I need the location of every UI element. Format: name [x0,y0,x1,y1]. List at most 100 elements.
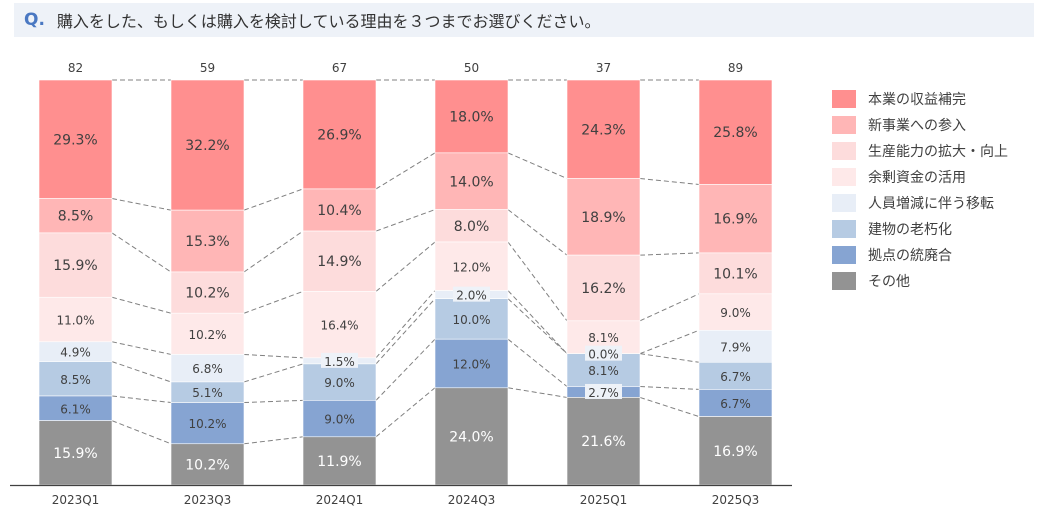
bar-segment [170,354,245,383]
bar-segment [170,209,245,273]
bar-segment [566,79,641,179]
bar-segment [434,79,509,154]
legend-item: 余剰資金の活用 [832,164,1008,190]
bar-segment [302,400,377,438]
legend-swatch [832,116,856,134]
legend-item: その他 [832,268,1008,294]
label-bg [321,352,358,368]
bar-segment [698,389,773,417]
connector-line [243,353,304,359]
data-label: 10.2% [188,328,226,342]
legend-label: その他 [868,274,910,290]
connector-line [243,363,304,383]
data-label: 8.5% [58,209,94,225]
connector-line [507,387,568,398]
connector-line [111,341,172,355]
bar-2023Q1: 29.3% 8.5% 15.9% 11.0% 4.9% 8.5% 6.1% 15.9% [38,79,113,486]
bar-2023Q3: 32.2% 15.3% 10.2% 10.2% 6.8% 5.1% 10.2% 10.2% [170,79,245,486]
connector-line [111,361,172,383]
label-bg [585,345,622,361]
data-label: 10.2% [185,457,229,473]
bar-segment [170,312,245,355]
connector-lines [111,79,700,445]
bar-segment [434,241,509,291]
connector-line [507,338,568,387]
data-label: 15.3% [185,234,229,250]
connector-line [375,387,436,438]
bar-segment [38,79,113,199]
bar-segment [38,296,113,343]
connector-line [111,296,172,314]
legend-item: 本業の収益補完 [832,86,1008,112]
connector-line [375,209,436,232]
bar-segment [698,293,773,331]
data-label: 9.0% [720,306,751,320]
bar-segment [302,79,377,190]
bar-segment [698,329,773,363]
question-header: Q. 購入をした、もしくは購入を検討している理由を３つまでお選びください。 [14,3,1034,37]
data-label: 10.4% [317,203,361,219]
data-label: 15.9% [53,258,97,274]
data-label: 25.8% [713,125,757,141]
bar-2024Q1: 26.9% 10.4% 14.9% 16.4% 1.5% 9.0% 9.0% 11.9% [302,79,377,486]
connector-line [507,241,568,322]
legend-swatch [832,142,856,160]
connector-line [243,290,304,314]
data-label: 10.2% [188,417,226,431]
data-label: 12.0% [452,358,490,372]
bar-2025Q3: 25.8% 16.9% 10.1% 9.0% 7.9% 6.7% 6.7% 16.9% [698,79,773,486]
connector-line [375,152,436,190]
data-label: 24.3% [581,122,625,138]
bar-segment [434,152,509,210]
data-label: 1.5% [324,355,355,369]
bar-segment [38,361,113,397]
total-label: 59 [200,61,215,75]
bar-segment [566,254,641,322]
total-label: 37 [596,61,611,75]
bar-segment [566,178,641,256]
legend-label: 拠点の統廃合 [868,248,952,264]
connector-line [507,290,568,354]
data-label: 21.6% [581,434,625,450]
legend-swatch [832,168,856,186]
bar-segment [698,79,773,185]
data-label: 24.0% [449,429,493,445]
question-marker: Q. [24,10,45,30]
bar-segment [38,198,113,234]
legend-label: 建物の老朽化 [868,222,952,238]
total-label: 67 [332,61,347,75]
data-label: 26.9% [317,127,361,143]
connector-line [243,436,304,445]
bar-segment [38,420,113,486]
legend-label: 余剰資金の活用 [868,170,966,186]
bar-segment [302,363,377,401]
total-label: 89 [728,61,743,75]
connector-line [639,252,700,256]
connector-line [507,209,568,256]
label-bg [453,286,490,302]
x-axis-label: 2025Q3 [712,493,760,507]
data-label: 12.0% [452,260,490,274]
legend-label: 人員増減に伴う移転 [868,196,994,212]
label-bg [585,383,622,399]
bar-segment [698,416,773,486]
legend-item: 拠点の統廃合 [832,242,1008,268]
connector-line [639,329,700,355]
bar-segment [170,402,245,445]
bar-segment [698,252,773,295]
legend-item: 建物の老朽化 [832,216,1008,242]
connector-line [507,298,568,355]
data-label: 4.9% [60,346,91,360]
bar-segment [434,338,509,389]
data-label: 6.7% [720,397,751,411]
chart-legend: 本業の収益補完 新事業への参入 生産能力の拡大・向上 余剰資金の活用 人員増減に伴う移転… [832,86,1008,294]
connector-line [375,290,436,359]
data-label: 2.0% [456,289,487,303]
legend-swatch [832,246,856,264]
legend-item: 人員増減に伴う移転 [832,190,1008,216]
question-text: 購入をした、もしくは購入を検討している理由を３つまでお選びください。 [56,12,601,31]
data-label: 14.0% [449,174,493,190]
legend-swatch [832,220,856,238]
data-label: 10.0% [452,313,490,327]
